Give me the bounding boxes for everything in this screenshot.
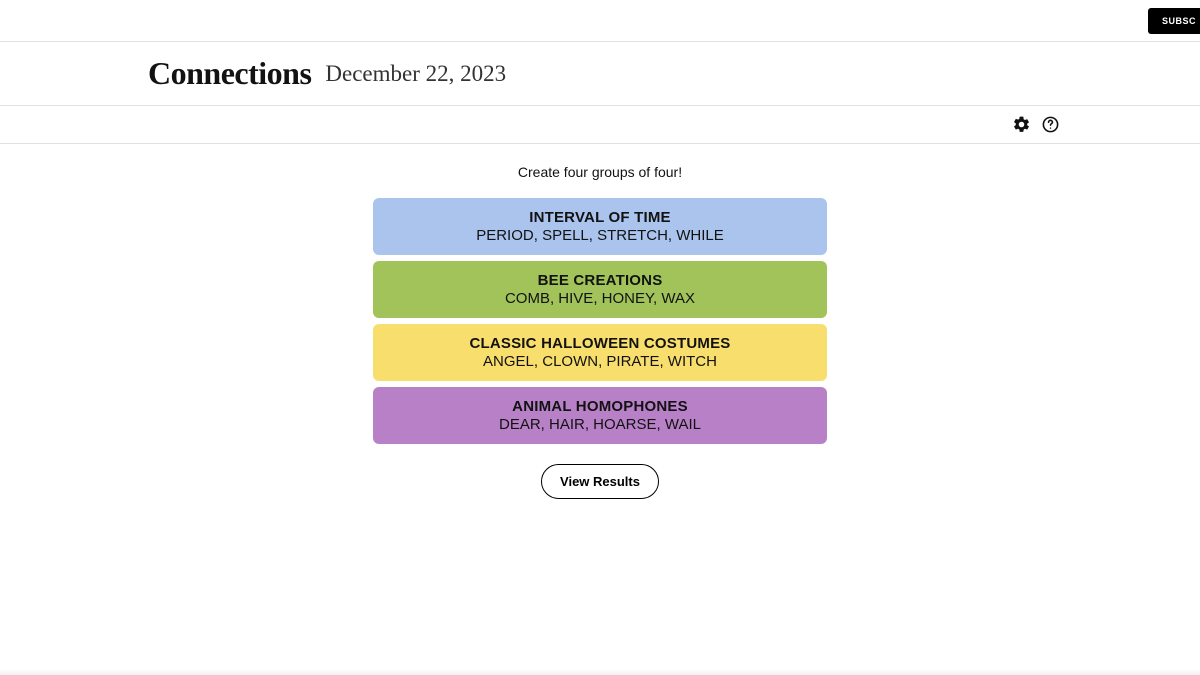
help-icon[interactable] (1041, 115, 1060, 134)
instruction-text: Create four groups of four! (518, 164, 682, 180)
group-title: INTERVAL OF TIME (529, 209, 671, 227)
solved-groups: INTERVAL OF TIME PERIOD, SPELL, STRETCH,… (373, 198, 827, 444)
group-words: COMB, HIVE, HONEY, WAX (505, 290, 695, 308)
group-card: BEE CREATIONS COMB, HIVE, HONEY, WAX (373, 261, 827, 318)
group-title: CLASSIC HALLOWEEN COSTUMES (469, 335, 730, 353)
title-row: Connections December 22, 2023 (0, 42, 1200, 106)
group-words: PERIOD, SPELL, STRETCH, WHILE (476, 227, 724, 245)
group-title: BEE CREATIONS (538, 272, 663, 290)
game-date: December 22, 2023 (325, 61, 506, 87)
group-words: DEAR, HAIR, HOARSE, WAIL (499, 416, 701, 434)
gear-icon[interactable] (1012, 115, 1031, 134)
group-words: ANGEL, CLOWN, PIRATE, WITCH (483, 353, 717, 371)
group-title: ANIMAL HOMOPHONES (512, 398, 688, 416)
toolbar (0, 106, 1200, 144)
group-card: INTERVAL OF TIME PERIOD, SPELL, STRETCH,… (373, 198, 827, 255)
subscribe-button[interactable]: SUBSC (1148, 8, 1200, 34)
group-card: CLASSIC HALLOWEEN COSTUMES ANGEL, CLOWN,… (373, 324, 827, 381)
bottom-shadow (0, 669, 1200, 675)
view-results-button[interactable]: View Results (541, 464, 659, 499)
group-card: ANIMAL HOMOPHONES DEAR, HAIR, HOARSE, WA… (373, 387, 827, 444)
game-area: Create four groups of four! INTERVAL OF … (0, 144, 1200, 499)
top-header: s SUBSC (0, 0, 1200, 42)
game-title: Connections (148, 55, 311, 92)
